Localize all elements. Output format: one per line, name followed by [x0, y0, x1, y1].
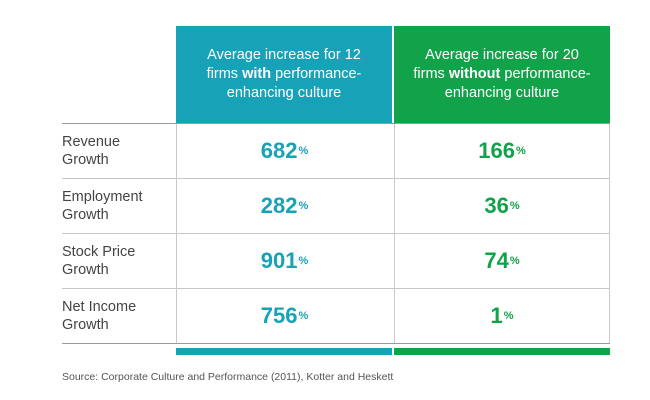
header-with-text: Average increase for 12 firms [206, 47, 361, 82]
row-label: Revenue Growth [62, 134, 121, 168]
value-without: 166% [394, 124, 610, 178]
header-without-culture: Average increase for 20 firms without pe… [394, 26, 610, 123]
footer-bar-with [176, 348, 392, 355]
value-without: 1% [394, 289, 610, 343]
table-row: Net Income Growth 756% 1% [62, 289, 610, 344]
value-with: 756% [176, 289, 392, 343]
table-row: Stock Price Growth 901% 74% [62, 234, 610, 289]
footer-bars [176, 348, 610, 355]
value-with: 901% [176, 234, 392, 288]
row-label: Stock Price Growth [62, 244, 136, 278]
table-row: Employment Growth 282% 36% [62, 179, 610, 234]
row-label: Employment Growth [62, 189, 143, 223]
row-label: Net Income Growth [62, 299, 137, 333]
header-without-bold: without [448, 66, 501, 82]
header-with-bold: with [242, 66, 272, 82]
table-row: Revenue Growth 682% 166% [62, 124, 610, 179]
value-without: 74% [394, 234, 610, 288]
source-note: Source: Corporate Culture and Performanc… [62, 371, 394, 383]
value-without: 36% [394, 179, 610, 233]
header-without-text: Average increase for 20 firms [413, 47, 579, 82]
footer-bar-without [394, 348, 610, 355]
header-with-text-end: performance-enhancing culture [226, 66, 362, 101]
comparison-table: Average increase for 12 firms with perfo… [62, 26, 610, 355]
value-with: 682% [176, 124, 392, 178]
header-row: Average increase for 12 firms with perfo… [176, 26, 610, 123]
header-with-culture: Average increase for 12 firms with perfo… [176, 26, 392, 123]
header-without-text-end: performance-enhancing culture [444, 66, 591, 101]
table-body: Revenue Growth 682% 166% Employment Growth… [62, 123, 610, 344]
value-with: 282% [176, 179, 392, 233]
